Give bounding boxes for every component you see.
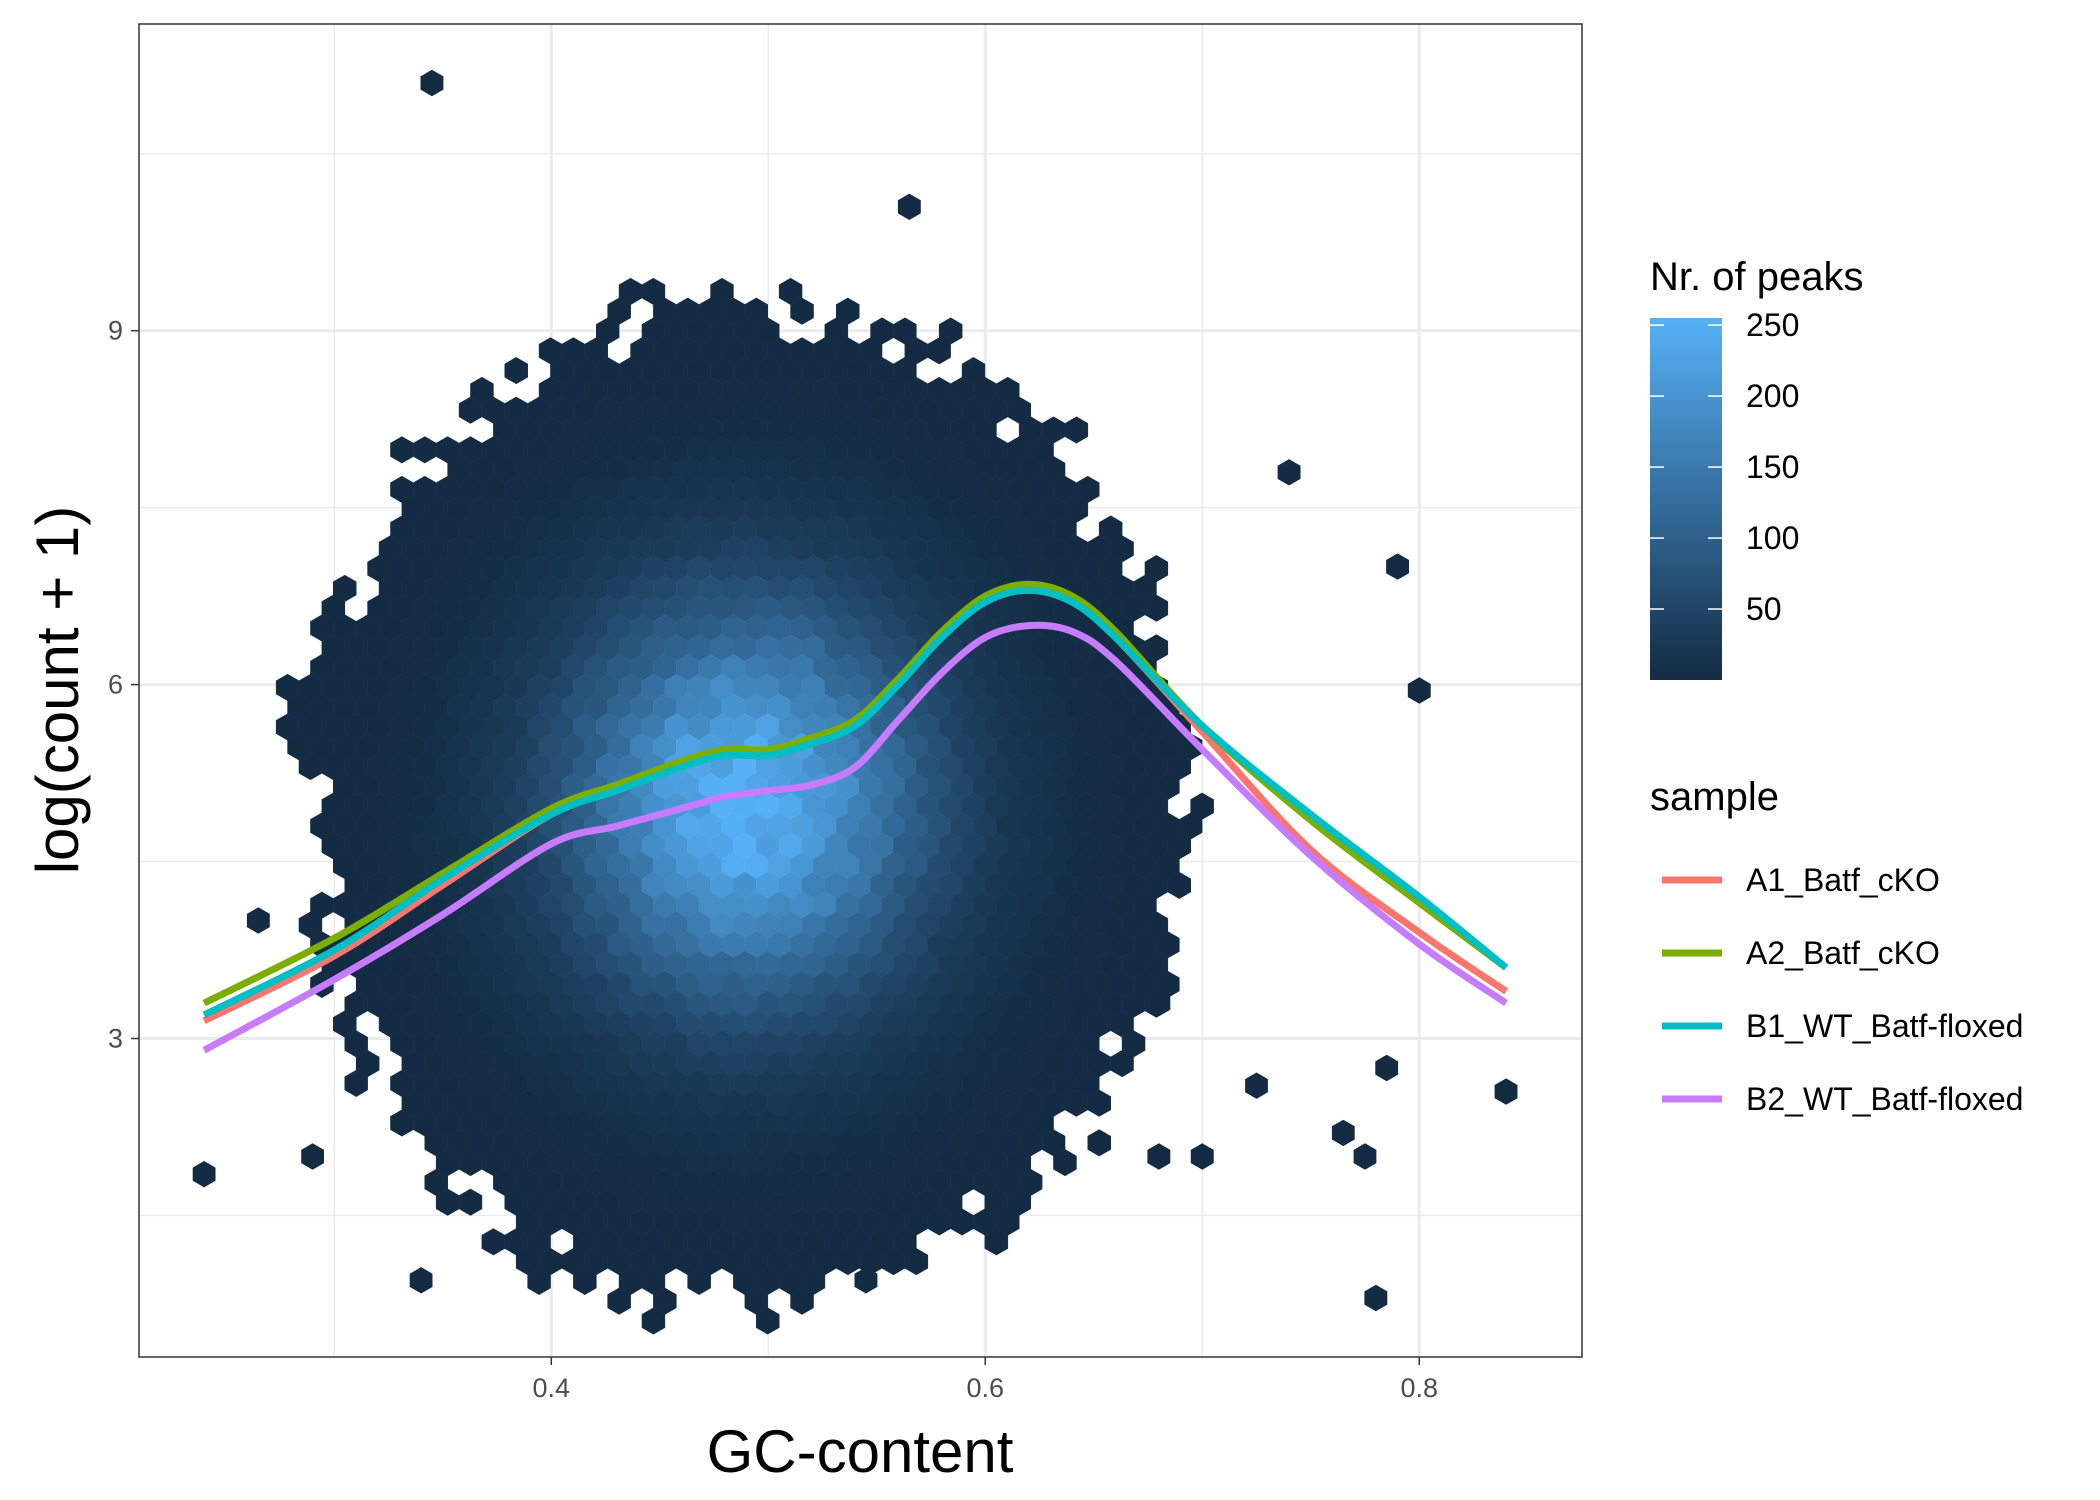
colorbar <box>1650 318 1722 680</box>
hex-bin-outlier <box>301 1143 324 1170</box>
hex-bin <box>1053 1149 1077 1177</box>
hex-bin <box>927 337 951 365</box>
fill-legend-title: Nr. of peaks <box>1650 255 1863 299</box>
x-tick-label: 0.6 <box>966 1373 1004 1403</box>
hex-bin-outlier <box>409 1267 433 1294</box>
hex-bin-outlier <box>1407 677 1431 704</box>
hex-bin <box>1087 1089 1111 1117</box>
hex-bin-outlier <box>1353 1143 1377 1170</box>
smooth-lines <box>202 580 1509 1054</box>
y-axis-title: log(count + 1) <box>24 506 91 875</box>
x-tick-label: 0.4 <box>533 1373 571 1403</box>
color-legend-items: A1_Batf_cKO A2_Batf_cKO B1_WT_Batf-floxed B… <box>1662 862 2023 1117</box>
hex-bin-outlier <box>1331 1119 1355 1147</box>
hex-bin <box>344 1069 368 1097</box>
colorbar-label: 150 <box>1746 449 1799 485</box>
hex-bin-outlier <box>1190 1143 1214 1170</box>
panel-border <box>138 23 1583 1358</box>
color-legend-title: sample <box>1650 775 1779 819</box>
series-line-B2_WT_Batf-floxed <box>202 621 1509 1054</box>
hexbin-layer <box>192 69 1518 1335</box>
hex-bin <box>984 1228 1009 1256</box>
hex-bin <box>458 1188 483 1216</box>
y-tick-label: 9 <box>108 316 123 346</box>
hex-bin <box>1144 594 1169 622</box>
hex-bin <box>756 1307 780 1335</box>
hex-bin <box>607 1287 631 1315</box>
hex-bin <box>573 1267 597 1295</box>
hex-bin-outlier <box>192 1161 216 1188</box>
colorbar-label: 250 <box>1746 307 1799 343</box>
fill-legend: Nr. of peaks 50 100 150 200 250 <box>1650 255 1863 680</box>
hex-bin <box>527 1267 551 1295</box>
hex-bin <box>790 297 814 325</box>
colorbar-label: 50 <box>1746 591 1782 627</box>
hex-bin-outlier <box>1277 459 1301 486</box>
color-legend: sample A1_Batf_cKO A2_Batf_cKO B1_WT_Batf-… <box>1650 775 2023 1117</box>
hex-bin-outlier <box>1386 553 1409 580</box>
hex-bin <box>904 1248 929 1276</box>
legend-label: A2_Batf_cKO <box>1746 935 1940 971</box>
series-line-B1_WT_Batf-floxed <box>202 586 1509 1019</box>
hex-bin-outlier <box>897 193 921 220</box>
hex-bin-outlier <box>420 69 444 97</box>
hex-bin-outlier <box>1147 989 1171 1017</box>
x-axis-title: GC-content <box>707 1418 1014 1485</box>
y-axis: 3 6 9 <box>108 316 139 1053</box>
hex-bin-outlier <box>1245 1072 1268 1099</box>
colorbar-label: 200 <box>1746 378 1799 414</box>
hex-bin <box>687 1267 711 1295</box>
x-tick-label: 0.8 <box>1400 1373 1438 1403</box>
hex-bin <box>641 1307 666 1335</box>
x-axis: 0.4 0.6 0.8 <box>533 1357 1438 1403</box>
hex-bin-outlier <box>1494 1078 1518 1105</box>
hex-bin-outlier <box>246 907 270 934</box>
legend-label: B2_WT_Batf-floxed <box>1746 1081 2023 1117</box>
hex-bin <box>504 357 528 385</box>
hex-bin <box>1064 416 1089 444</box>
hex-bin-outlier <box>1071 989 1095 1017</box>
hex-bin <box>790 1287 814 1315</box>
legend-label: A1_Batf_cKO <box>1746 862 1940 898</box>
y-tick-label: 3 <box>108 1023 123 1053</box>
hex-bin-outlier <box>1375 1054 1399 1082</box>
colorbar-label: 100 <box>1746 520 1799 556</box>
hex-bin <box>1087 1129 1111 1157</box>
legend-label: B1_WT_Batf-floxed <box>1746 1008 2023 1044</box>
hex-bin-outlier <box>854 1267 878 1294</box>
colorbar-ticks: 50 100 150 200 250 <box>1650 307 1799 627</box>
y-tick-label: 6 <box>108 670 123 700</box>
hex-bin-outlier <box>1364 1284 1388 1312</box>
hex-bin-outlier <box>1147 1143 1171 1170</box>
hex-bin <box>1167 871 1191 899</box>
hex-bin <box>1110 1050 1134 1078</box>
